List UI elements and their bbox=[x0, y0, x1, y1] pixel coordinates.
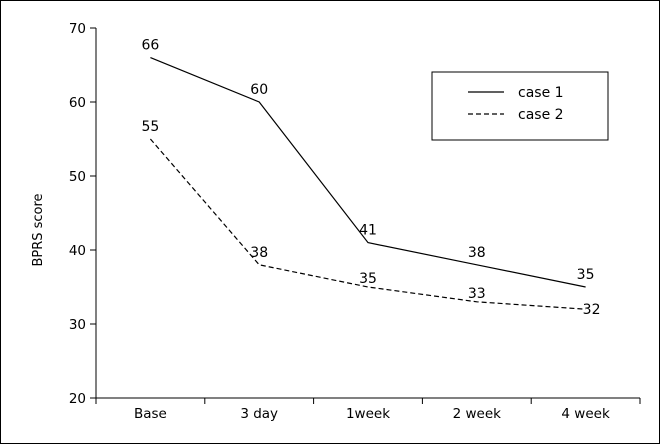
x-tick-label: 2 week bbox=[453, 406, 502, 422]
data-label: 38 bbox=[468, 245, 486, 261]
y-tick-label: 40 bbox=[69, 243, 86, 259]
x-tick-label: 4 week bbox=[561, 406, 610, 422]
legend-box bbox=[431, 71, 609, 141]
series-layer bbox=[149, 57, 586, 310]
data-label: 41 bbox=[359, 223, 377, 239]
y-tick-label: 60 bbox=[69, 95, 86, 111]
axes: 20 30 40 50 60 70 Base 3 day 1week 2 week 4 week bbox=[69, 21, 641, 422]
y-tick-label: 50 bbox=[69, 169, 86, 185]
series-line-1 bbox=[150, 57, 586, 288]
y-axis-title: BPRS score bbox=[31, 193, 46, 266]
x-tick-label: Base bbox=[134, 406, 167, 422]
data-label: 66 bbox=[141, 38, 159, 54]
data-label: 35 bbox=[359, 271, 377, 287]
y-tick-label: 30 bbox=[69, 317, 86, 333]
data-label: 32 bbox=[583, 302, 601, 318]
data-label: 38 bbox=[250, 245, 268, 261]
data-labels: 66 60 41 38 35 55 38 35 33 32 bbox=[141, 38, 600, 319]
x-tick-label: 1week bbox=[346, 406, 390, 422]
legend: case 1 case 2 bbox=[431, 71, 609, 141]
data-label: 55 bbox=[141, 119, 159, 135]
y-tick-label: 20 bbox=[69, 391, 86, 407]
legend-label-2: case 2 bbox=[518, 107, 564, 123]
data-label: 60 bbox=[250, 82, 268, 98]
legend-label-1: case 1 bbox=[518, 85, 564, 101]
data-label: 35 bbox=[577, 267, 595, 283]
y-tick-label: 70 bbox=[69, 21, 86, 37]
data-label: 33 bbox=[468, 286, 486, 302]
x-tick-label: 3 day bbox=[240, 406, 278, 422]
